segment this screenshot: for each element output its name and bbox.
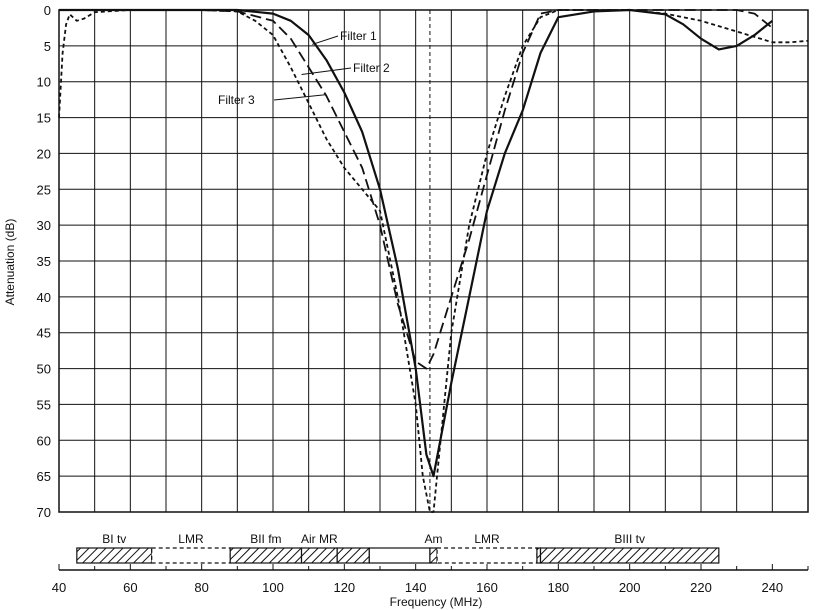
y-tick-label: 10	[37, 75, 51, 90]
band-label: BII fm	[250, 532, 281, 546]
x-tick-label: 200	[619, 580, 641, 595]
band-label: BIII tv	[614, 532, 645, 546]
y-tick-label: 45	[37, 326, 51, 341]
y-tick-label: 55	[37, 397, 51, 412]
band-segment	[300, 547, 338, 564]
band-segment	[151, 547, 231, 564]
band-segment	[436, 547, 538, 564]
x-tick-label: 160	[476, 580, 498, 595]
series-label-leader	[301, 67, 352, 76]
series-line-filter-3	[58, 9, 809, 513]
y-tick-label: 0	[44, 3, 51, 18]
series-lines	[58, 8, 809, 513]
band-label: Am	[425, 532, 443, 546]
series-label-filter-1: Filter 1	[340, 29, 377, 43]
band-bar: BI tv LMR BII fm Air MR Am LMR BIII tv	[76, 532, 720, 564]
grid	[58, 9, 809, 513]
x-tick-label: 100	[262, 580, 284, 595]
band-label: BI tv	[102, 532, 126, 546]
y-tick-label: 70	[37, 505, 51, 520]
band-label: LMR	[474, 532, 500, 546]
y-tick-label: 35	[37, 254, 51, 269]
band-segment	[336, 547, 370, 564]
x-tick-label: 80	[194, 580, 208, 595]
x-tick-label: 240	[761, 580, 783, 595]
y-tick-label: 50	[37, 362, 51, 377]
band-segment	[76, 547, 153, 564]
x-tick-label: 60	[123, 580, 137, 595]
band-segment	[368, 547, 431, 564]
y-tick-label: 20	[37, 146, 51, 161]
y-tick-label: 25	[37, 182, 51, 197]
band-label: LMR	[178, 532, 204, 546]
y-tick-label: 60	[37, 433, 51, 448]
y-tick-label: 65	[37, 469, 51, 484]
series-label-leader	[273, 94, 327, 101]
y-tick-label: 30	[37, 218, 51, 233]
y-tick-label: 15	[37, 111, 51, 126]
band-segment	[539, 547, 720, 564]
y-tick-label: 40	[37, 290, 51, 305]
x-axis-title: Frequency (MHz)	[390, 595, 483, 609]
band-label: Air MR	[301, 532, 338, 546]
x-tick-label: 40	[52, 580, 66, 595]
band-segment	[429, 547, 438, 564]
band-segment	[229, 547, 303, 564]
series-line-filter-1	[59, 8, 773, 478]
axes: 0 5 10 15 20 25 30 35 40 45 50 55 60 65 70 40 60 80 100 120…	[37, 3, 809, 595]
y-tick-label: 5	[44, 39, 51, 54]
series-label-filter-3: Filter 3	[218, 93, 255, 107]
series-line-filter-2	[59, 9, 773, 370]
x-tick-label: 140	[405, 580, 427, 595]
x-tick-label: 180	[547, 580, 569, 595]
y-axis-title: Attenuation (dB)	[3, 219, 17, 306]
series-label-leader	[312, 35, 339, 45]
series-labels: Filter 1 Filter 2 Filter 3	[218, 29, 390, 107]
x-tick-label: 220	[690, 580, 712, 595]
x-tick-label: 120	[333, 580, 355, 595]
series-label-filter-2: Filter 2	[353, 61, 390, 75]
